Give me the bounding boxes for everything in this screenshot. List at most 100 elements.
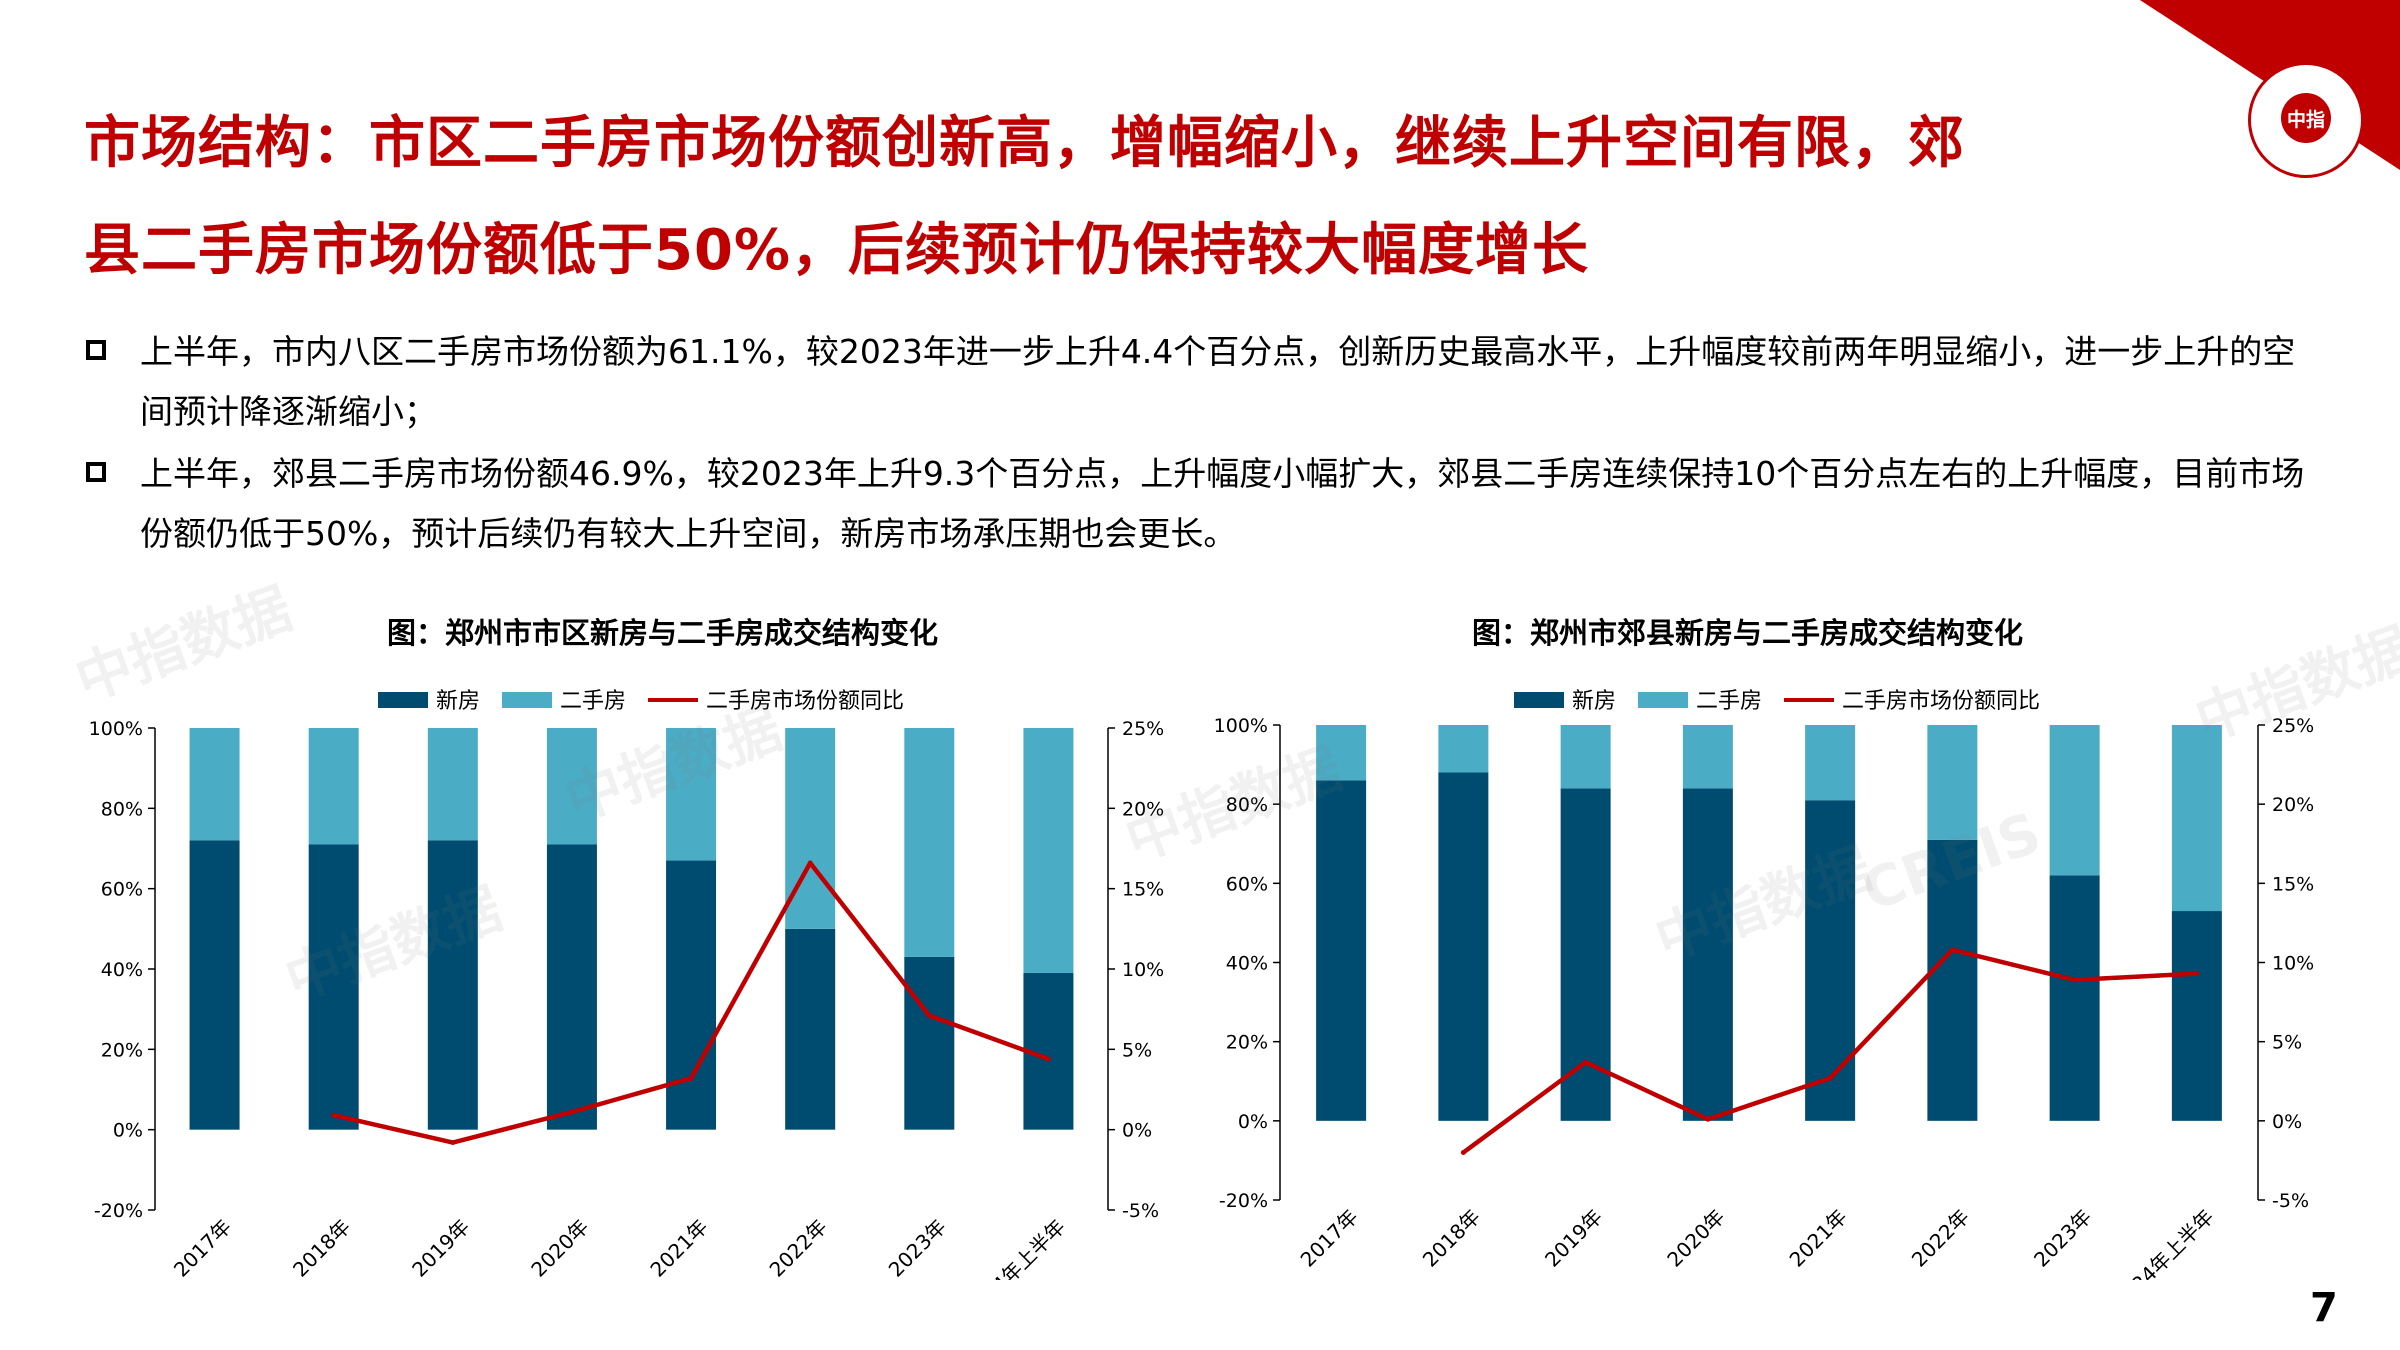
bar-second-hand: [546, 728, 597, 845]
left-tick-label: -20%: [1219, 1190, 1268, 1212]
bar-second-hand: [904, 728, 955, 957]
bar-new-house: [1682, 788, 1733, 1121]
yoy-point: [1827, 1075, 1833, 1081]
yoy-point: [926, 1013, 932, 1019]
bar-second-hand: [666, 728, 717, 861]
x-tick-label: 2019年: [1540, 1205, 1607, 1272]
legend-label: 新房: [436, 689, 480, 714]
bar-new-house: [904, 956, 955, 1130]
bar-new-house: [1316, 780, 1367, 1121]
page-title-line-2: 县二手房市场份额低于50%，后续预计仍保持较大幅度增长: [84, 218, 1590, 283]
bar-second-hand: [189, 728, 240, 841]
left-tick-label: 80%: [1226, 794, 1268, 816]
chart-urban: 新房 二手房 二手房市场份额同比 -20% 0% 20% 40% 60% 80% 100% -5% 0…: [89, 689, 1165, 1280]
page-number: 7: [2310, 1285, 2338, 1331]
bullet-text: 上半年，市内八区二手房市场份额为61.1%，较2023年进一步上升4.4个百分点…: [140, 332, 2296, 431]
legend-swatch: [1514, 692, 1564, 708]
bar-new-house: [1560, 788, 1611, 1121]
bullet-text: 上半年，郊县二手房市场份额46.9%，较2023年上升9.3个百分点，上升幅度小…: [140, 454, 2305, 553]
x-tick-label: 2021年: [1785, 1205, 1852, 1272]
bar-second-hand: [2049, 725, 2100, 876]
chart-title-suburban: 图：郑州市郊县新房与二手房成交结构变化: [1472, 616, 2024, 650]
chart-title-urban: 图：郑州市市区新房与二手房成交结构变化: [387, 616, 939, 650]
right-tick-label: -5%: [2272, 1190, 2309, 1212]
yoy-point: [1045, 1056, 1051, 1062]
right-tick-label: 25%: [2272, 715, 2314, 737]
bar-new-house: [2049, 875, 2100, 1121]
yoy-point: [450, 1140, 456, 1146]
right-tick-label: 0%: [2272, 1111, 2302, 1133]
x-tick-label: 2018年: [288, 1215, 355, 1280]
bar-second-hand: [1560, 725, 1611, 789]
bar-new-house: [666, 860, 717, 1130]
left-tick-label: 20%: [101, 1039, 143, 1061]
bullet-item: 上半年，郊县二手房市场份额46.9%，较2023年上升9.3个百分点，上升幅度小…: [86, 444, 2316, 564]
x-tick-label: 2022年: [1907, 1205, 1974, 1272]
bar-new-house: [189, 840, 240, 1130]
legend-label: 二手房: [560, 689, 626, 714]
left-tick-label: 20%: [1226, 1032, 1268, 1054]
left-tick-label: 100%: [1214, 715, 1268, 737]
bar-new-house: [308, 844, 359, 1130]
x-tick-label: 2020年: [1662, 1205, 1729, 1272]
right-tick-label: 15%: [2272, 873, 2314, 895]
yoy-point: [2072, 977, 2078, 983]
bar-second-hand: [1805, 725, 1856, 801]
x-tick-label: 2022年: [765, 1215, 832, 1280]
right-tick-label: 5%: [2272, 1032, 2302, 1054]
yoy-point: [2194, 971, 2200, 977]
legend-label: 二手房市场份额同比: [1842, 689, 2040, 714]
x-tick-label: 2023年: [884, 1215, 951, 1280]
x-tick-label: 2020年: [526, 1215, 593, 1280]
bar-new-house: [427, 840, 478, 1130]
yoy-point: [569, 1109, 575, 1115]
left-tick-label: 60%: [1226, 873, 1268, 895]
bar-second-hand: [427, 728, 478, 841]
right-tick-label: 20%: [2272, 794, 2314, 816]
bar-second-hand: [2171, 725, 2222, 912]
right-tick-label: 20%: [1122, 798, 1164, 820]
x-tick-label: 2018年: [1418, 1205, 1485, 1272]
x-tick-label: 2023年: [2029, 1205, 2096, 1272]
legend-label: 新房: [1572, 689, 1616, 714]
legend-label: 二手房市场份额同比: [706, 689, 904, 714]
bullet-square-icon: [86, 340, 106, 360]
bar-new-house: [1927, 839, 1978, 1121]
left-tick-label: 80%: [101, 798, 143, 820]
yoy-point: [688, 1075, 694, 1081]
bar-second-hand: [1023, 728, 1074, 974]
left-tick-label: 40%: [101, 959, 143, 981]
academy-logo: 中指: [2248, 62, 2364, 178]
legend-swatch: [1638, 692, 1688, 708]
right-tick-label: 10%: [1122, 959, 1164, 981]
bar-new-house: [785, 928, 836, 1130]
legend-label: 二手房: [1696, 689, 1762, 714]
legend-swatch: [502, 692, 552, 708]
right-tick-label: 10%: [2272, 953, 2314, 975]
left-tick-label: -20%: [94, 1200, 143, 1222]
logo-mark: 中指: [2281, 93, 2331, 143]
x-tick-label: 2021年: [645, 1215, 712, 1280]
x-tick-label: 2017年: [1296, 1205, 1363, 1272]
bar-new-house: [1805, 800, 1856, 1121]
right-tick-label: 0%: [1122, 1120, 1152, 1142]
bar-second-hand: [308, 728, 359, 845]
x-tick-label: 2024年上半年: [2109, 1205, 2219, 1280]
page-title-line-1: 市场结构：市区二手房市场份额创新高，增幅缩小，继续上升空间有限，郊: [84, 111, 1965, 176]
x-tick-label: 2017年: [169, 1215, 236, 1280]
bar-new-house: [2171, 911, 2222, 1121]
right-tick-label: -5%: [1122, 1200, 1159, 1222]
bullet-item: 上半年，市内八区二手房市场份额为61.1%，较2023年进一步上升4.4个百分点…: [86, 322, 2316, 442]
bar-second-hand: [1927, 725, 1978, 840]
bar-second-hand: [1438, 725, 1489, 773]
yoy-point: [1949, 947, 1955, 953]
yoy-point: [1460, 1150, 1466, 1155]
left-tick-label: 60%: [101, 879, 143, 901]
left-tick-label: 100%: [89, 718, 143, 740]
bar-second-hand: [1316, 725, 1367, 781]
left-tick-label: 40%: [1226, 953, 1268, 975]
bar-new-house: [1438, 772, 1489, 1121]
bar-new-house: [546, 844, 597, 1130]
yoy-point: [1705, 1116, 1711, 1122]
chart-suburban: 新房 二手房 二手房市场份额同比 -20% 0% 20% 40% 60% 80% 100% -5% 0…: [1214, 689, 2315, 1280]
